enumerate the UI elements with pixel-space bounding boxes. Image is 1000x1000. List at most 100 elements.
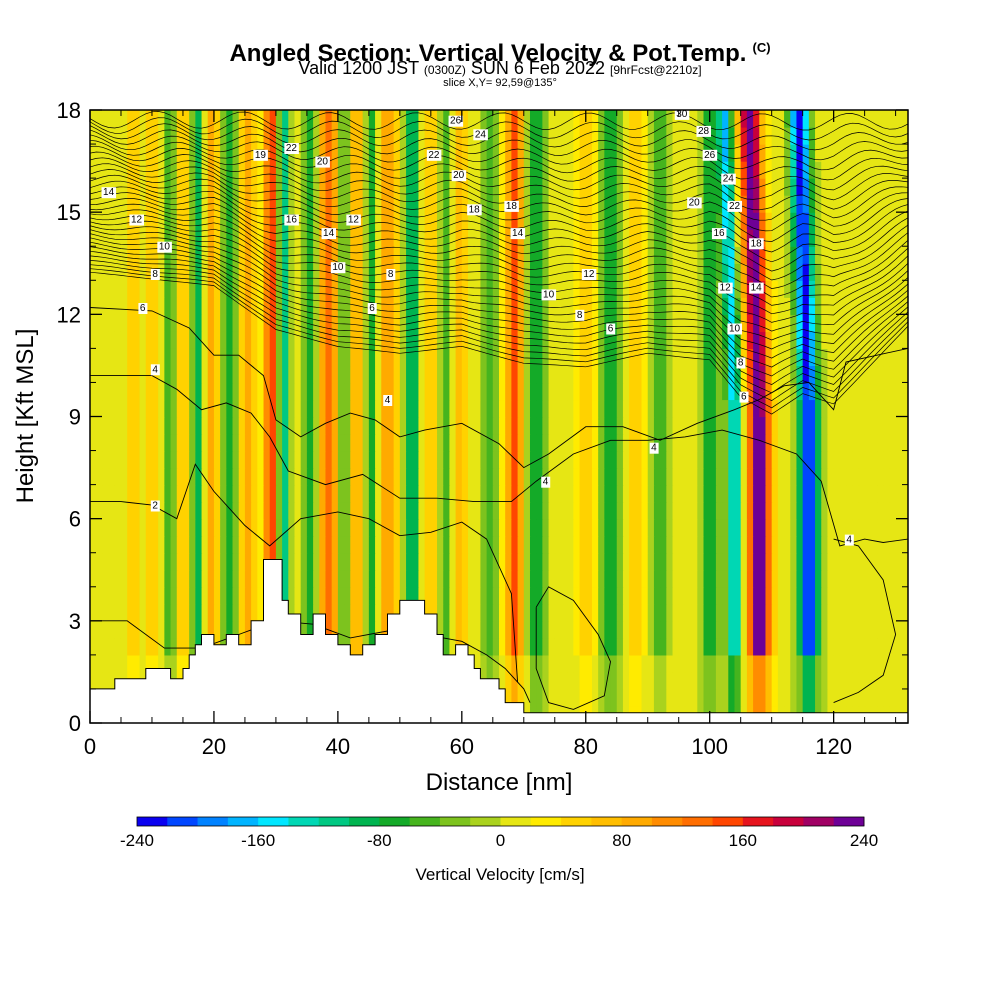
field-cell [300, 620, 308, 639]
field-cell [622, 518, 630, 537]
field-cell [536, 620, 543, 639]
field-cell [213, 620, 221, 639]
field-cell [901, 484, 908, 503]
field-cell [412, 365, 420, 384]
field-cell [232, 365, 240, 384]
field-cell [821, 535, 829, 554]
field-cell [145, 297, 153, 315]
field-cell [108, 178, 116, 196]
field-cell [244, 195, 252, 213]
field-cell [759, 212, 767, 230]
field-cell [381, 382, 389, 401]
field-cell [666, 110, 674, 128]
field-cell [691, 314, 698, 332]
field-cell [765, 620, 773, 639]
field-cell [567, 365, 574, 384]
field-cell [257, 450, 265, 469]
field-cell [368, 263, 376, 281]
field-cell [821, 297, 829, 315]
field-cell [418, 518, 426, 537]
field-cell [771, 450, 779, 469]
field-cell [529, 688, 537, 707]
field-cell [232, 518, 240, 537]
field-cell [480, 484, 488, 503]
contour-value-label: 24 [475, 129, 487, 140]
field-cell [238, 569, 246, 588]
field-cell [96, 416, 103, 435]
field-cell [399, 484, 407, 503]
field-cell [294, 399, 302, 418]
field-cell [759, 467, 767, 486]
field-cell [585, 450, 593, 469]
field-cell [622, 569, 630, 588]
field-cell [381, 195, 389, 213]
field-cell [158, 484, 165, 503]
field-cell [753, 161, 760, 179]
field-cell [443, 365, 451, 384]
field-cell [430, 416, 438, 435]
field-cell [151, 348, 159, 367]
field-cell [213, 144, 221, 162]
field-cell [412, 416, 420, 435]
field-cell [560, 416, 568, 435]
field-cell [480, 365, 488, 384]
field-cell [734, 467, 742, 486]
field-cell [616, 365, 624, 384]
field-cell [753, 416, 760, 435]
field-cell [96, 518, 103, 537]
field-cell [356, 399, 364, 418]
field-cell [852, 229, 860, 247]
field-cell [858, 569, 866, 588]
field-cell [387, 229, 395, 247]
field-cell [573, 365, 581, 384]
field-cell [691, 671, 698, 690]
field-cell [796, 620, 804, 639]
field-cell [647, 263, 655, 281]
contour-value-label: 19 [255, 150, 267, 161]
field-cell [151, 280, 159, 298]
field-cell [877, 348, 884, 367]
field-cell [337, 127, 345, 145]
field-cell [567, 586, 574, 605]
field-cell [808, 688, 816, 707]
field-cell [765, 467, 773, 486]
field-cell [170, 399, 178, 418]
field-cell [182, 331, 190, 349]
field-cell [468, 484, 475, 503]
field-cell [728, 654, 736, 673]
field-cell [635, 416, 643, 435]
field-cell [616, 178, 624, 196]
field-cell [653, 501, 661, 520]
field-cell [746, 331, 754, 349]
field-cell [833, 229, 841, 247]
field-cell [474, 484, 482, 503]
field-cell [269, 484, 277, 503]
field-cell [573, 399, 581, 418]
field-cell [158, 535, 165, 554]
field-cell [846, 416, 853, 435]
field-cell [579, 348, 587, 367]
field-cell [350, 246, 358, 264]
field-cell [629, 280, 636, 298]
field-cell [381, 433, 389, 452]
field-cell [511, 178, 519, 196]
field-cell [244, 603, 252, 622]
field-cell [846, 586, 853, 605]
field-cell [759, 365, 767, 384]
field-cell [288, 246, 296, 264]
field-cell [344, 416, 351, 435]
field-cell [796, 314, 804, 332]
field-cell [573, 178, 581, 196]
field-cell [895, 467, 903, 486]
field-cell [585, 552, 593, 571]
field-cell [734, 569, 742, 588]
field-cell [201, 518, 209, 537]
field-cell [176, 569, 184, 588]
field-cell [176, 637, 184, 656]
field-cell [189, 620, 196, 639]
field-cell [870, 450, 878, 469]
field-cell [443, 586, 451, 605]
field-cell [189, 246, 196, 264]
field-cell [777, 229, 785, 247]
